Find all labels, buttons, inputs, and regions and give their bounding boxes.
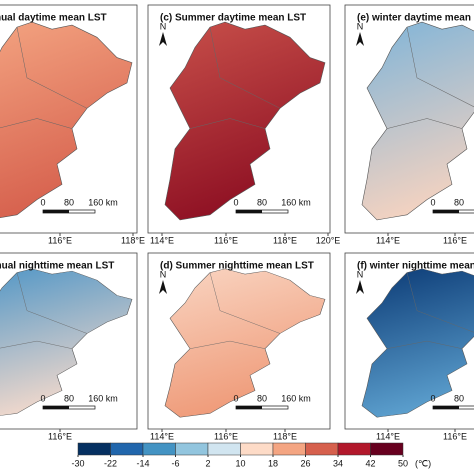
map: [361, 21, 474, 221]
scale-label: 80: [64, 393, 74, 403]
north-label: N: [160, 269, 167, 279]
boundary: [386, 118, 463, 129]
scale-bar: [236, 406, 262, 409]
colorbar-segment: [110, 442, 144, 456]
map: [0, 21, 133, 219]
colorbar-label: 18: [268, 458, 278, 468]
map: [164, 268, 326, 418]
colorbar-label: 50: [398, 458, 408, 468]
colorbar-segment: [337, 442, 371, 456]
boundary: [189, 118, 266, 129]
north-label: N: [160, 21, 167, 31]
boundary: [0, 340, 73, 349]
region: [0, 21, 133, 219]
panel-title: (f) winter nighttime mean LST: [357, 261, 474, 272]
scale-bar: [43, 406, 69, 409]
colorbar-unit: (℃): [415, 458, 431, 468]
colorbar-segment: [272, 442, 306, 456]
colorbar-label: 42: [365, 458, 375, 468]
boundary: [386, 340, 463, 349]
colorbar-segment: [142, 442, 176, 456]
colorbar-label: 10: [235, 458, 245, 468]
scale-label: 80: [257, 197, 267, 207]
colorbar-segment: [77, 442, 111, 456]
x-tick-label: 114°E: [376, 431, 400, 441]
x-tick-label: 114°E: [376, 235, 400, 245]
scale-label: 80: [454, 197, 464, 207]
panel-title: (e) winter daytime mean LST: [357, 13, 474, 24]
colorbar-label: -30: [71, 458, 84, 468]
boundary: [406, 272, 474, 333]
scale-label: 80: [257, 393, 267, 403]
colorbar-segment: [305, 442, 339, 456]
panel-title: (d) Summer nighttime mean LST: [160, 261, 314, 272]
map: [361, 268, 474, 418]
colorbar-label: 34: [333, 458, 343, 468]
scale-label: 0: [40, 197, 45, 207]
north-label: N: [357, 21, 364, 31]
x-tick-label: 120°E: [316, 235, 341, 245]
x-tick-label: 118°E: [121, 235, 145, 245]
scale-label: 160 km: [88, 393, 118, 403]
map: [0, 268, 133, 416]
colorbar-segment: [370, 442, 404, 456]
scale-label: 160 km: [281, 197, 311, 207]
north-arrow: [159, 280, 167, 294]
north-arrow: [356, 32, 364, 46]
colorbar-segment: [207, 442, 241, 456]
scale-label: 160 km: [88, 197, 118, 207]
north-arrow: [356, 280, 364, 294]
scale-label: 80: [454, 393, 464, 403]
scale-bar: [43, 210, 69, 213]
panel-title: (b) Annual nighttime mean LST: [0, 261, 114, 272]
colorbar-label: -22: [104, 458, 117, 468]
x-tick-label: 116°E: [443, 431, 467, 441]
x-tick-label: 116°E: [48, 431, 72, 441]
scale-bar: [433, 210, 459, 213]
colorbar-label: -6: [171, 458, 179, 468]
x-tick-label: 114°E: [150, 235, 174, 245]
colorbar-label: 2: [205, 458, 210, 468]
colorbar-label: -14: [136, 458, 149, 468]
colorbar-segment: [240, 442, 274, 456]
x-tick-label: 116°E: [214, 235, 238, 245]
scale-label: 0: [233, 197, 238, 207]
scale-bar: [236, 210, 262, 213]
scale-label: 160 km: [281, 393, 311, 403]
boundary: [209, 272, 281, 334]
scale-bar: [433, 406, 459, 409]
boundary: [16, 27, 88, 109]
scale-label: 0: [430, 393, 435, 403]
x-tick-label: 118°E: [273, 431, 297, 441]
x-tick-label: 116°E: [48, 235, 72, 245]
scale-label: 0: [430, 197, 435, 207]
colorbar-label: 26: [300, 458, 310, 468]
region: [164, 268, 326, 418]
x-tick-label: 118°E: [273, 235, 297, 245]
map: [164, 21, 326, 221]
boundary: [209, 27, 281, 109]
x-tick-label: 114°E: [150, 431, 174, 441]
boundary: [16, 272, 88, 334]
panel-title: (a) Annual daytime mean LST: [0, 13, 107, 24]
north-label: N: [357, 269, 364, 279]
scale-label: 80: [64, 197, 74, 207]
boundary: [0, 118, 73, 129]
boundary: [189, 340, 266, 349]
x-tick-label: 116°E: [443, 235, 467, 245]
scale-label: 0: [40, 393, 45, 403]
x-tick-label: 116°E: [214, 431, 238, 441]
scale-label: 0: [233, 393, 238, 403]
region: [0, 268, 133, 416]
colorbar-segment: [175, 442, 209, 456]
boundary: [406, 27, 474, 108]
panel-title: (c) Summer daytime mean LST: [160, 13, 306, 24]
region: [164, 21, 326, 221]
north-arrow: [159, 32, 167, 46]
